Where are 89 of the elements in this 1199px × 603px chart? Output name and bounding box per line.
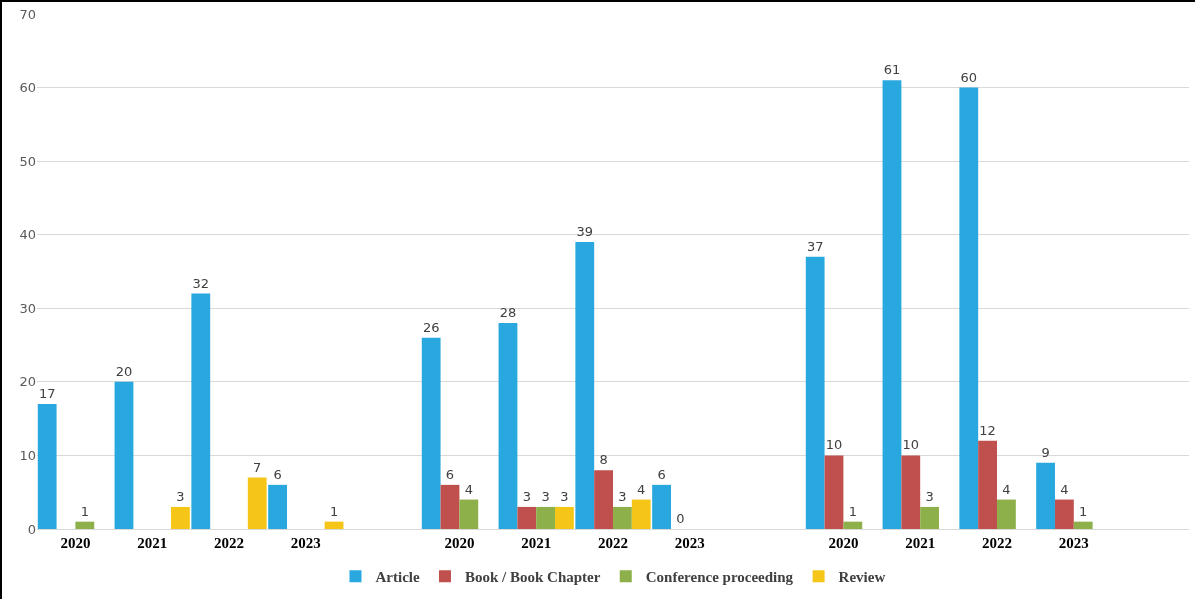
data-label: 37 bbox=[806, 238, 824, 254]
x-tick-label: 2022 bbox=[982, 535, 1012, 551]
data-label: 3 bbox=[541, 488, 550, 504]
y-tick-label: 60 bbox=[19, 80, 36, 96]
bar bbox=[805, 256, 825, 529]
data-label: 1 bbox=[80, 503, 89, 519]
bar bbox=[517, 506, 537, 529]
bar bbox=[652, 484, 671, 529]
bar bbox=[575, 242, 595, 529]
bar bbox=[440, 484, 460, 529]
bar bbox=[882, 80, 902, 529]
data-label: 17 bbox=[38, 385, 56, 401]
data-label: 4 bbox=[1002, 481, 1011, 497]
data-label: 4 bbox=[1060, 481, 1069, 497]
bar bbox=[1073, 521, 1093, 529]
x-tick-label: 2023 bbox=[674, 535, 705, 551]
y-tick-label: 0 bbox=[27, 521, 36, 537]
data-label: 8 bbox=[599, 452, 608, 468]
x-tick-label: 2020 bbox=[828, 535, 859, 551]
data-label: 60 bbox=[960, 69, 978, 85]
bar bbox=[498, 323, 518, 529]
data-label: 3 bbox=[925, 488, 934, 504]
bar bbox=[1036, 462, 1055, 529]
x-tick-label: 2021 bbox=[905, 535, 936, 551]
bar bbox=[555, 506, 574, 529]
data-label: 1 bbox=[329, 503, 339, 519]
bar bbox=[824, 455, 844, 529]
y-tick-label: 70 bbox=[19, 6, 36, 22]
x-tick-label: 2021 bbox=[521, 535, 552, 551]
data-label: 1 bbox=[1079, 503, 1088, 519]
data-label: 39 bbox=[576, 224, 594, 240]
data-label: 10 bbox=[825, 437, 843, 453]
legend-label: Review bbox=[838, 569, 886, 585]
bar bbox=[997, 499, 1016, 529]
data-label: 6 bbox=[273, 466, 282, 482]
data-label: 26 bbox=[422, 319, 440, 335]
data-label: 20 bbox=[115, 363, 133, 379]
bar bbox=[920, 506, 940, 529]
y-tick-label: 10 bbox=[19, 447, 36, 463]
x-tick-label: 2020 bbox=[444, 535, 475, 551]
bar bbox=[421, 337, 441, 529]
x-tick-label: 2023 bbox=[1058, 535, 1089, 551]
bar bbox=[1054, 499, 1074, 529]
bar bbox=[594, 470, 613, 529]
data-label: 3 bbox=[618, 488, 627, 504]
bar bbox=[459, 499, 479, 529]
y-tick-label: 40 bbox=[19, 227, 36, 243]
data-label: 3 bbox=[560, 488, 569, 504]
data-label: 32 bbox=[192, 275, 210, 291]
bar bbox=[37, 403, 57, 529]
x-tick-label: 2021 bbox=[137, 535, 168, 551]
data-label: 1 bbox=[848, 503, 857, 519]
legend-label: Book / Book Chapter bbox=[464, 569, 601, 585]
bar bbox=[324, 521, 344, 529]
bar bbox=[171, 506, 190, 529]
data-label: 4 bbox=[637, 481, 646, 497]
data-label: 12 bbox=[979, 422, 996, 438]
bar bbox=[613, 506, 632, 529]
data-label: 10 bbox=[902, 437, 920, 453]
bar bbox=[114, 381, 134, 529]
y-tick-label: 50 bbox=[19, 153, 36, 169]
x-tick-label: 2023 bbox=[290, 535, 321, 551]
bar bbox=[959, 87, 979, 529]
x-tick-label: 2022 bbox=[598, 535, 628, 551]
bar bbox=[191, 293, 211, 529]
bar bbox=[901, 455, 921, 529]
x-tick-label: 2020 bbox=[60, 535, 91, 551]
data-label: 6 bbox=[445, 466, 455, 482]
bar bbox=[631, 499, 651, 529]
data-label: 28 bbox=[499, 305, 517, 320]
data-label: 6 bbox=[657, 466, 666, 482]
data-label: 61 bbox=[883, 62, 901, 78]
bar bbox=[978, 440, 997, 529]
data-label: 3 bbox=[522, 488, 531, 504]
y-tick-label: 20 bbox=[19, 374, 36, 390]
bar bbox=[75, 521, 95, 529]
data-label: 4 bbox=[464, 481, 473, 497]
bar bbox=[536, 506, 556, 529]
y-tick-label: 30 bbox=[19, 300, 36, 316]
bar bbox=[843, 521, 863, 529]
data-label: 3 bbox=[176, 488, 185, 504]
data-label: 0 bbox=[676, 511, 685, 526]
x-tick-label: 2022 bbox=[214, 535, 244, 551]
data-label: 9 bbox=[1041, 444, 1050, 460]
legend-label: Conference proceeding bbox=[645, 569, 794, 585]
bar bbox=[247, 477, 267, 529]
bar bbox=[268, 484, 287, 529]
legend-label: Article bbox=[375, 569, 420, 585]
data-label: 7 bbox=[253, 459, 262, 475]
